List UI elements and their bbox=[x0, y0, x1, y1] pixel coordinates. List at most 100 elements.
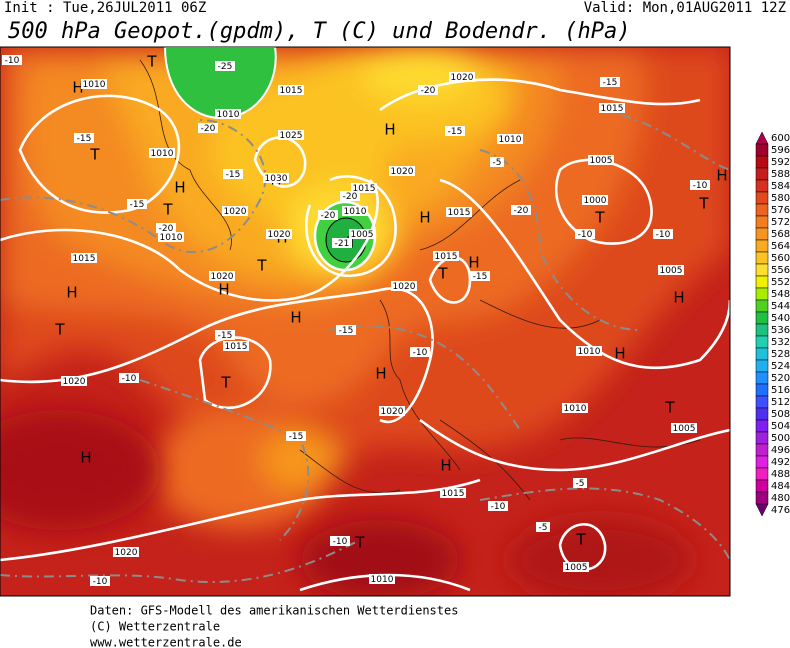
label-box bbox=[446, 207, 472, 217]
legend-swatch bbox=[755, 431, 769, 445]
legend-label: 516 bbox=[771, 385, 790, 396]
contour-label: 1020 bbox=[393, 282, 416, 292]
legend-label: 552 bbox=[771, 277, 790, 288]
contour-label: -10 bbox=[5, 56, 20, 66]
legend-label: 580 bbox=[771, 193, 790, 204]
legend-label: 492 bbox=[771, 457, 790, 468]
label-box bbox=[351, 183, 377, 193]
contour-label: 1015 bbox=[442, 489, 465, 499]
legend-label: 544 bbox=[771, 301, 790, 312]
pressure-center: T bbox=[54, 321, 65, 339]
pressure-center: H bbox=[72, 79, 83, 97]
map-frame bbox=[0, 46, 731, 597]
pressure-center: T bbox=[664, 399, 675, 417]
map: HTTHHTHTHTHHHHHTTHTTHHHHTHTTT10101010101… bbox=[0, 47, 730, 596]
legend-swatch bbox=[755, 275, 769, 289]
legend-swatch bbox=[755, 335, 769, 349]
pressure-center: H bbox=[375, 365, 386, 383]
legend-swatch bbox=[755, 263, 769, 277]
contour-label: -5 bbox=[539, 523, 548, 533]
legend-swatch bbox=[755, 443, 769, 457]
legend: 6005965925885845805765725685645605565525… bbox=[755, 131, 790, 517]
pressure-center: H bbox=[384, 121, 395, 139]
legend-swatch bbox=[755, 203, 769, 217]
label-box bbox=[223, 169, 243, 179]
contour-label: 1020 bbox=[115, 548, 138, 558]
pressure-center: H bbox=[66, 284, 77, 302]
label-box bbox=[349, 229, 375, 239]
contour-label: 1010 bbox=[217, 110, 240, 120]
contour-label: 1025 bbox=[280, 131, 303, 141]
legend-label: 560 bbox=[771, 253, 790, 264]
legend-swatch bbox=[755, 179, 769, 193]
legend-swatch bbox=[755, 347, 769, 361]
contour-label: -5 bbox=[493, 158, 502, 168]
footer-line: Daten: GFS-Modell des amerikanischen Wet… bbox=[90, 604, 458, 618]
label-box bbox=[119, 373, 139, 383]
legend-swatch bbox=[755, 479, 769, 493]
legend-label: 600 bbox=[771, 133, 790, 144]
label-box bbox=[445, 126, 465, 136]
pressure-center: T bbox=[698, 195, 709, 213]
legend-swatch bbox=[755, 287, 769, 301]
contour-label: 1005 bbox=[673, 424, 696, 434]
contour-label: -20 bbox=[321, 211, 336, 221]
label-box bbox=[278, 130, 304, 140]
label-box bbox=[690, 180, 710, 190]
contour-label: 1030 bbox=[265, 174, 288, 184]
label-box bbox=[576, 346, 602, 356]
label-box bbox=[223, 341, 249, 351]
label-box bbox=[198, 123, 218, 133]
legend-swatch bbox=[755, 251, 769, 265]
pressure-center: T bbox=[89, 146, 100, 164]
label-box bbox=[470, 271, 490, 281]
contour-label: 1020 bbox=[63, 377, 86, 387]
contour-label: -15 bbox=[77, 134, 92, 144]
legend-label: 572 bbox=[771, 217, 790, 228]
contour-label: 1015 bbox=[280, 86, 303, 96]
pressure-center: T bbox=[575, 531, 586, 549]
label-box bbox=[127, 199, 147, 209]
legend-label: 596 bbox=[771, 145, 790, 156]
legend-swatch bbox=[755, 131, 769, 145]
legend-label: 480 bbox=[771, 493, 790, 504]
init-time: Init : Tue,26JUL2011 06Z bbox=[4, 0, 206, 16]
legend-label: 524 bbox=[771, 361, 790, 372]
contour-label: -20 bbox=[201, 124, 216, 134]
footer-line: www.wetterzentrale.de bbox=[90, 636, 242, 648]
contour-label: -15 bbox=[226, 170, 241, 180]
contour-label: 1020 bbox=[268, 230, 291, 240]
pressure-center: H bbox=[290, 309, 301, 327]
label-box bbox=[215, 61, 235, 71]
legend-swatch bbox=[755, 467, 769, 481]
legend-label: 588 bbox=[771, 169, 790, 180]
label-box bbox=[440, 488, 466, 498]
label-box bbox=[389, 166, 415, 176]
map-title: 500 hPa Geopot.(gpdm), T (C) und Bodendr… bbox=[8, 19, 631, 44]
label-box bbox=[158, 232, 184, 242]
label-box bbox=[336, 325, 356, 335]
contour-label: 1010 bbox=[160, 233, 183, 243]
legend-swatch bbox=[755, 359, 769, 373]
label-box bbox=[588, 155, 614, 165]
label-box bbox=[74, 133, 94, 143]
label-box bbox=[575, 229, 595, 239]
label-box bbox=[215, 109, 241, 119]
contour-label: 1015 bbox=[448, 208, 471, 218]
contour-label: -10 bbox=[693, 181, 708, 191]
legend-label: 540 bbox=[771, 313, 790, 324]
label-box bbox=[222, 206, 248, 216]
contour-label: 1000 bbox=[584, 196, 607, 206]
contour-label: 1020 bbox=[451, 73, 474, 83]
contour-label: -5 bbox=[576, 479, 585, 489]
contour-label: 1010 bbox=[564, 404, 587, 414]
legend-swatch bbox=[755, 383, 769, 397]
contour-label: -15 bbox=[339, 326, 354, 336]
pressure-center: H bbox=[716, 167, 727, 185]
contour-label: -10 bbox=[578, 230, 593, 240]
contour-label: 1010 bbox=[499, 135, 522, 145]
legend-label: 484 bbox=[771, 481, 790, 492]
contour-label: -15 bbox=[473, 272, 488, 282]
pressure-center: H bbox=[419, 209, 430, 227]
label-box bbox=[582, 195, 608, 205]
